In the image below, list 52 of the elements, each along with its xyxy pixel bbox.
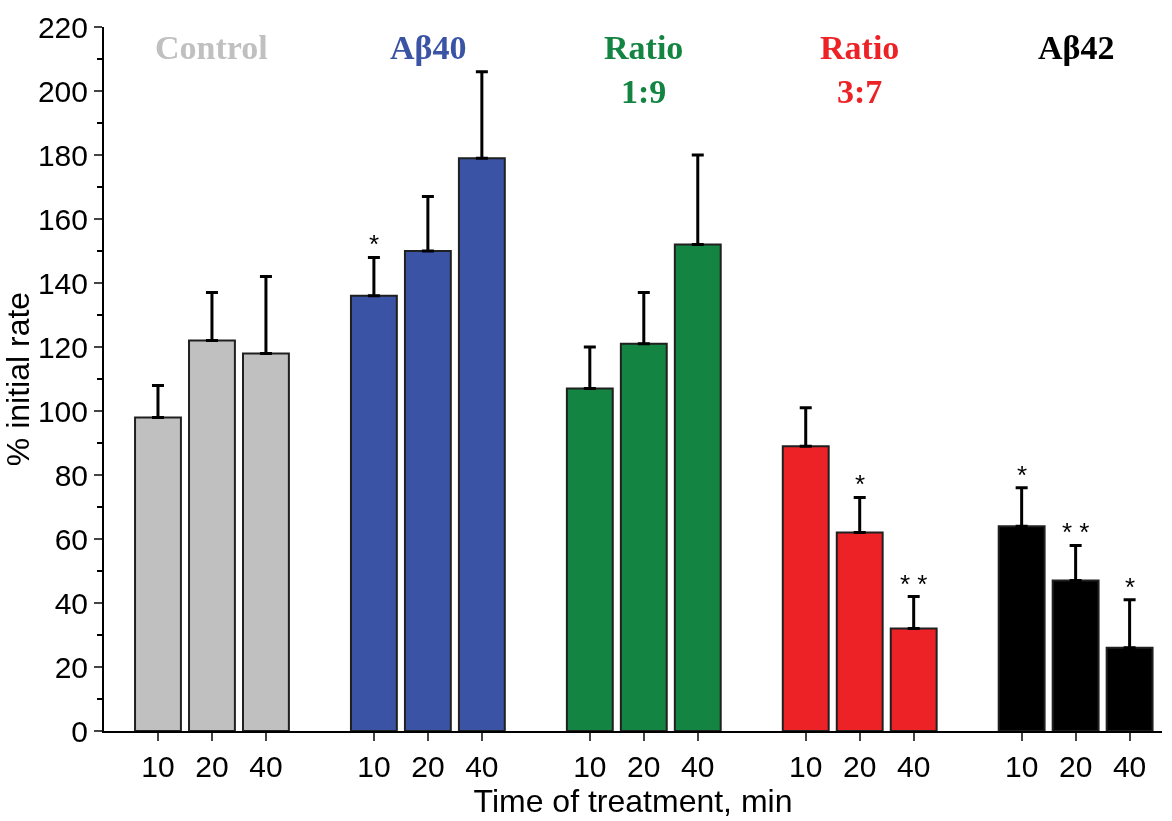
x-tick-label: 20 [843,750,877,783]
x-tick-label: 10 [141,750,175,783]
x-tick-label: 20 [627,750,661,783]
y-tick-label: 60 [54,522,88,556]
y-axis-title: % initial rate [0,291,36,467]
y-tick-label: 200 [37,74,88,108]
x-tick-label: 10 [1004,750,1039,783]
bar [242,352,290,731]
x-tick-label: 10 [573,750,607,783]
data-label: * * [900,569,928,599]
x-tick-label: 40 [897,750,931,783]
bar [565,387,614,731]
text: Control [155,29,268,66]
y-tick-label: 20 [54,650,88,684]
text: Ratio 1:9 [604,29,684,111]
data-label: * [855,469,866,499]
x-tick-label: 40 [681,750,715,783]
data-label: * [1017,460,1028,490]
x-tick-label: 40 [1112,750,1147,783]
text: Aβ42 [1038,29,1115,66]
y-tick-label: 40 [54,586,88,620]
bar [835,531,884,731]
y-tick-label: 220 [37,10,88,44]
data-label: * [1125,572,1136,602]
text: Ratio 3:7 [820,29,900,111]
x-tick-label: 40 [465,750,499,783]
data-label: * [369,229,380,259]
y-tick-label: 160 [37,202,88,236]
bar [188,339,236,731]
x-tick-label: 40 [249,750,283,783]
x-tick-label: 20 [1058,750,1093,783]
x-tick-label: 10 [357,750,391,783]
text: Aβ40 [390,29,467,66]
y-tick-label: 0 [71,714,88,748]
bar [619,342,668,731]
y-tick-label: 100 [37,394,88,428]
bar [781,445,830,731]
bar [673,243,722,731]
data-label: * * [1062,517,1090,547]
y-tick-label: 80 [54,458,88,492]
bar [889,627,938,731]
bar [349,294,398,731]
x-tick-label: 20 [195,750,229,783]
bar [457,157,506,731]
x-axis-title: Time of treatment, min [473,783,793,819]
x-tick-label: 10 [789,750,823,783]
y-tick-label: 120 [37,330,88,364]
bar [403,250,452,731]
y-tick-label: 180 [37,138,88,172]
bar [134,416,182,731]
y-tick-label: 140 [37,266,88,300]
x-tick-label: 20 [411,750,445,783]
